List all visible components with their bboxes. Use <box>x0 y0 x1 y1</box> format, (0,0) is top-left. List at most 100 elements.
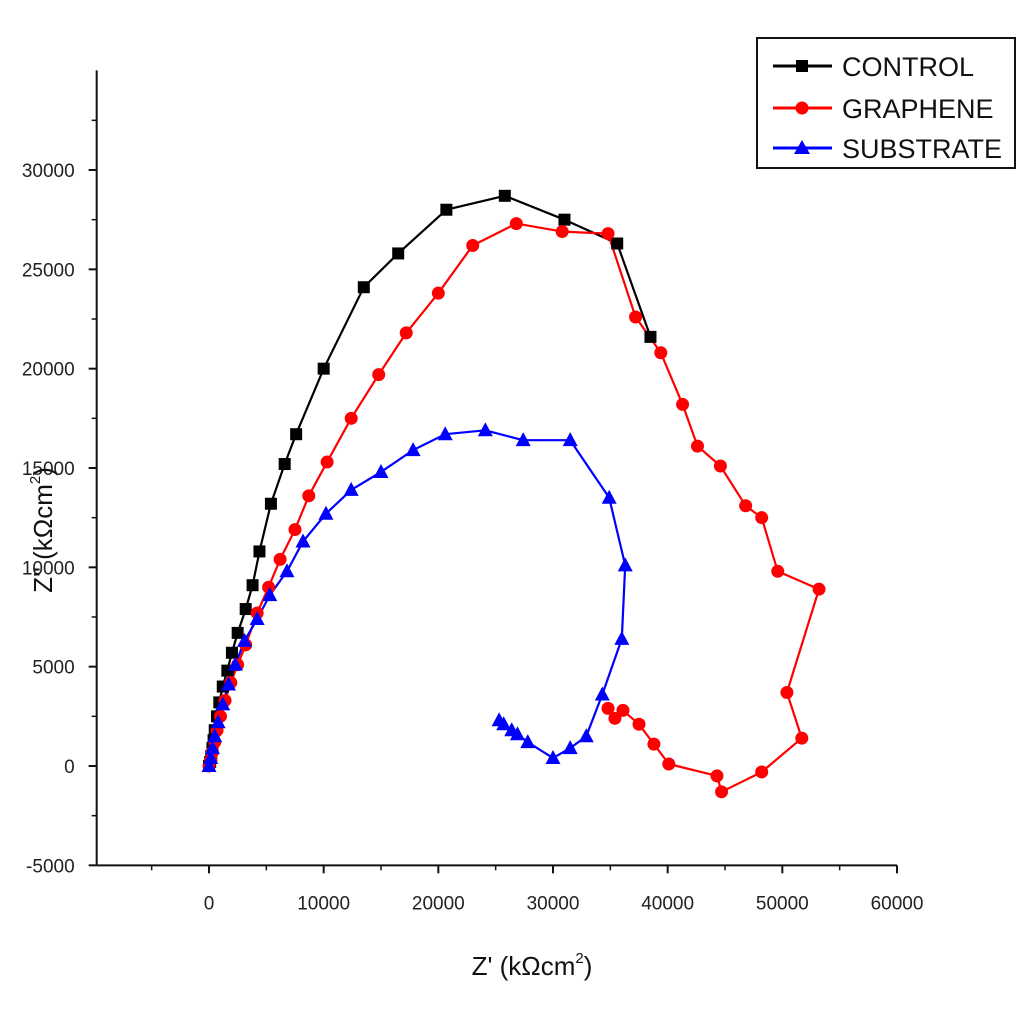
data-point-substrate <box>204 740 220 755</box>
data-point-substrate <box>343 481 359 496</box>
data-point-graphene <box>302 489 316 503</box>
y-tick-label: 5000 <box>32 658 74 679</box>
data-point-graphene <box>372 368 386 382</box>
data-point-graphene <box>399 326 413 340</box>
series-line-graphene <box>207 222 821 793</box>
data-point-graphene <box>780 685 794 699</box>
x-tick-label: 0 <box>204 893 215 914</box>
data-point-graphene <box>509 217 523 231</box>
data-point-graphene <box>616 703 630 717</box>
y-tick-label: 10000 <box>22 558 75 579</box>
data-point-graphene <box>601 227 615 241</box>
legend: CONTROL GRAPHENE SUBSTRATE <box>756 37 1016 169</box>
data-point-substrate <box>295 533 311 548</box>
y-tick-label: 15000 <box>22 459 75 480</box>
data-point-graphene <box>713 459 727 473</box>
data-point-substrate <box>562 432 578 447</box>
data-point-graphene <box>320 455 334 469</box>
data-point-substrate <box>227 656 243 671</box>
data-point-graphene <box>344 411 358 425</box>
data-point-graphene <box>662 757 676 771</box>
legend-label-control: CONTROL <box>842 52 974 82</box>
data-point-substrate <box>201 758 217 772</box>
data-point-control <box>558 213 571 226</box>
x-axis-title: Z' (kΩcm2) <box>472 950 593 981</box>
data-point-graphene <box>710 769 724 783</box>
series-lines <box>207 194 821 793</box>
data-point-control <box>231 626 244 639</box>
data-point-control <box>644 330 657 343</box>
data-point-control <box>290 428 303 441</box>
data-point-graphene <box>795 731 809 745</box>
data-point-control <box>357 281 370 294</box>
data-point-control <box>278 458 291 471</box>
data-point-substrate <box>210 714 226 729</box>
legend-label-graphene: GRAPHENE <box>842 94 994 124</box>
data-point-substrate <box>477 422 493 437</box>
data-point-graphene <box>431 286 445 300</box>
data-point-substrate <box>220 676 236 691</box>
data-point-graphene <box>629 310 643 324</box>
legend-marker-graphene <box>795 101 809 115</box>
legend-marker-substrate <box>794 140 810 154</box>
data-point-control <box>317 362 330 375</box>
data-point-substrate <box>504 722 520 737</box>
data-point-graphene <box>632 717 646 731</box>
data-point-substrate <box>520 734 536 749</box>
data-point-substrate <box>491 712 507 727</box>
data-point-graphene <box>755 765 769 779</box>
x-tick-label: 30000 <box>527 893 580 914</box>
data-point-graphene <box>812 582 826 596</box>
data-point-substrate <box>601 489 617 504</box>
data-point-graphene <box>608 711 622 725</box>
y-tick-label: 20000 <box>22 360 75 381</box>
data-point-substrate <box>405 442 421 457</box>
data-point-substrate <box>237 632 253 647</box>
x-tick-label: 40000 <box>641 893 694 914</box>
data-point-control <box>264 497 277 510</box>
y-tick-label: 25000 <box>22 260 75 281</box>
data-point-control <box>225 646 238 659</box>
data-point-control <box>498 189 511 202</box>
x-tick-label: 20000 <box>412 893 465 914</box>
data-point-control <box>611 237 624 250</box>
y-tick-label: 0 <box>64 757 75 778</box>
data-point-substrate <box>203 750 219 765</box>
data-point-substrate <box>262 587 278 602</box>
data-point-substrate <box>594 686 610 701</box>
data-point-substrate <box>614 630 630 645</box>
data-point-control <box>440 203 453 216</box>
data-point-substrate <box>318 505 334 520</box>
data-point-graphene <box>647 737 661 751</box>
data-point-graphene <box>466 238 480 252</box>
data-point-graphene <box>771 564 785 578</box>
series-line-control <box>207 194 652 767</box>
axes: 0 10000 20000 30000 40000 50000 60000 -5000 0 500… <box>22 70 924 914</box>
data-point-graphene <box>262 580 276 594</box>
data-point-graphene <box>755 511 769 525</box>
data-point-control <box>239 603 252 616</box>
data-point-graphene <box>715 785 729 799</box>
x-tick-label: 60000 <box>871 893 924 914</box>
series-markers <box>201 189 826 799</box>
data-point-substrate <box>215 696 231 711</box>
legend-label-substrate: SUBSTRATE <box>842 134 1002 164</box>
data-point-graphene <box>288 523 302 537</box>
data-point-substrate <box>373 463 389 478</box>
data-point-control <box>392 247 405 260</box>
data-point-substrate <box>207 728 223 743</box>
y-tick-label: -5000 <box>26 856 75 877</box>
data-point-graphene <box>654 346 668 360</box>
data-point-control <box>253 545 266 558</box>
y-axis-title: Z'' (kΩcm2) <box>27 467 58 593</box>
data-point-substrate <box>437 426 453 441</box>
data-point-graphene <box>739 499 753 513</box>
x-tick-label: 50000 <box>756 893 809 914</box>
data-point-control <box>246 579 259 592</box>
data-point-substrate <box>578 728 594 743</box>
data-point-graphene <box>273 552 287 566</box>
data-point-graphene <box>676 397 690 411</box>
legend-marker-control <box>796 60 808 72</box>
data-point-substrate <box>562 740 578 755</box>
